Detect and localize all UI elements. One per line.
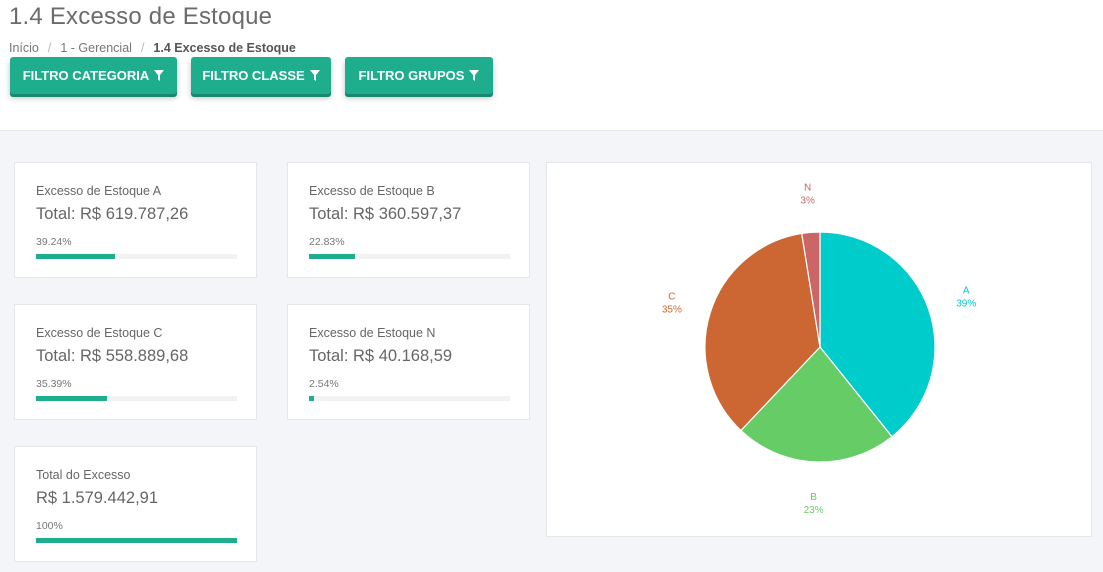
- pie-slice-a[interactable]: [819, 231, 936, 438]
- pie-chart-card: A 39% B 23% C 35% N 3%: [546, 162, 1092, 537]
- filter-icon: [154, 70, 165, 81]
- pie-value-n: 3%: [800, 195, 815, 206]
- progress-bar: [309, 396, 510, 401]
- pie-value-b: 23%: [804, 505, 824, 516]
- pie-value-a: 39%: [956, 299, 976, 310]
- pie-value-c: 35%: [662, 304, 682, 315]
- pie-slice-c[interactable]: [704, 232, 821, 432]
- progress-fill: [36, 538, 237, 543]
- card-percent: 100%: [36, 520, 63, 532]
- card-total: Total: R$ 40.168,59: [309, 347, 453, 365]
- card-excesso-c: Excesso de Estoque C Total: R$ 558.889,6…: [14, 304, 257, 420]
- breadcrumb-separator: /: [140, 41, 145, 55]
- progress-fill: [36, 254, 115, 259]
- card-excesso-n: Excesso de Estoque N Total: R$ 40.168,59…: [287, 304, 530, 420]
- progress-fill: [309, 396, 315, 401]
- pie-slice-b[interactable]: [740, 346, 893, 463]
- breadcrumb-inicio[interactable]: Início: [9, 41, 39, 55]
- card-label: Excesso de Estoque N: [309, 326, 436, 340]
- filtro-classe-label: FILTRO CLASSE: [202, 68, 305, 83]
- filtro-classe-button[interactable]: FILTRO CLASSE: [191, 57, 331, 94]
- card-label: Excesso de Estoque C: [36, 326, 163, 340]
- card-excesso-b: Excesso de Estoque B Total: R$ 360.597,3…: [287, 162, 530, 278]
- filter-icon: [309, 70, 320, 81]
- card-percent: 22.83%: [309, 236, 345, 248]
- card-label: Total do Excesso: [36, 468, 131, 482]
- card-percent: 39.24%: [36, 236, 72, 248]
- pie-label-n: N: [804, 182, 811, 193]
- breadcrumb-current: 1.4 Excesso de Estoque: [153, 41, 296, 55]
- card-total-excesso: Total do Excesso R$ 1.579.442,91 100%: [14, 446, 257, 562]
- filtro-grupos-label: FILTRO GRUPOS: [358, 68, 465, 83]
- pie-label-a: A: [963, 286, 970, 297]
- breadcrumb: Início / 1 - Gerencial / 1.4 Excesso de …: [9, 41, 296, 55]
- page-title: 1.4 Excesso de Estoque: [9, 3, 273, 30]
- progress-fill: [309, 254, 355, 259]
- filter-icon: [469, 70, 480, 81]
- card-label: Excesso de Estoque B: [309, 184, 435, 198]
- pie-label-c: C: [668, 291, 675, 302]
- pie-chart: A 39% B 23% C 35% N 3%: [662, 182, 976, 516]
- filtro-categoria-button[interactable]: FILTRO CATEGORIA: [10, 57, 177, 94]
- pie-slice-n[interactable]: [801, 231, 821, 348]
- progress-bar: [36, 396, 237, 401]
- card-excesso-a: Excesso de Estoque A Total: R$ 619.787,2…: [14, 162, 257, 278]
- page-header: 1.4 Excesso de Estoque Início / 1 - Gere…: [0, 0, 1103, 131]
- progress-bar: [36, 254, 237, 259]
- filtro-categoria-label: FILTRO CATEGORIA: [22, 68, 150, 83]
- pie-label-b: B: [810, 492, 817, 503]
- card-total: R$ 1.579.442,91: [36, 489, 159, 507]
- card-label: Excesso de Estoque A: [36, 184, 162, 198]
- card-total: Total: R$ 558.889,68: [36, 347, 189, 365]
- breadcrumb-separator: /: [47, 41, 52, 55]
- card-total: Total: R$ 619.787,26: [36, 205, 189, 223]
- card-total: Total: R$ 360.597,37: [309, 205, 462, 223]
- progress-bar: [36, 538, 237, 543]
- progress-bar: [309, 254, 510, 259]
- progress-fill: [36, 396, 108, 401]
- filtro-grupos-button[interactable]: FILTRO GRUPOS: [345, 57, 493, 94]
- card-percent: 2.54%: [309, 378, 339, 390]
- breadcrumb-gerencial[interactable]: 1 - Gerencial: [60, 41, 132, 55]
- card-percent: 35.39%: [36, 378, 72, 390]
